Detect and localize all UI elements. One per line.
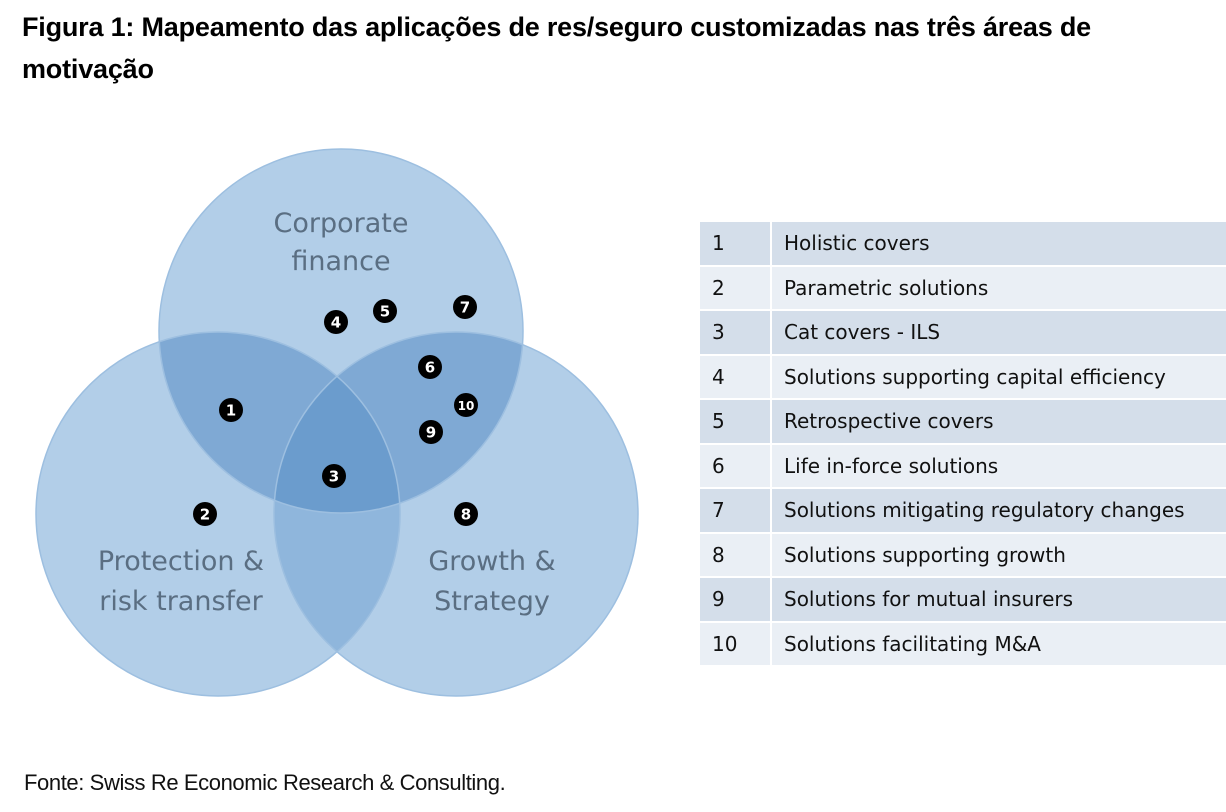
label-growth-line1: Growth & (428, 546, 555, 577)
legend-number: 8 (700, 533, 772, 576)
svg-text:4: 4 (331, 314, 341, 332)
marker-7: 7 (453, 295, 477, 319)
legend-label: Solutions for mutual insurers (784, 587, 1074, 612)
legend-label: Cat covers - ILS (784, 320, 941, 345)
label-corporate-finance-line1: Corporate (274, 208, 409, 239)
legend-number: 3 (700, 311, 772, 354)
legend-row: 6 Life in-force solutions (700, 444, 1226, 489)
marker-8: 8 (454, 502, 478, 526)
svg-text:9: 9 (426, 424, 436, 442)
marker-9: 9 (419, 420, 443, 444)
legend-label: Solutions supporting capital efficiency (784, 364, 1166, 389)
legend-label: Solutions mitigating regulatory changes (784, 498, 1185, 523)
legend-label: Parametric solutions (784, 275, 989, 300)
legend-number: 6 (700, 444, 772, 487)
svg-text:6: 6 (425, 359, 435, 377)
label-corporate-finance-line2: finance (291, 246, 390, 277)
legend-header-row (700, 178, 1226, 222)
marker-5: 5 (373, 299, 397, 323)
legend-number: 1 (700, 222, 772, 265)
marker-4: 4 (324, 310, 348, 334)
legend-number: 4 (700, 355, 772, 398)
label-growth-line2: Strategy (434, 586, 550, 617)
legend-label: Life in-force solutions (784, 453, 999, 478)
svg-text:1: 1 (226, 402, 236, 420)
svg-text:5: 5 (380, 303, 390, 321)
venn-diagram: Corporate finance Protection & risk tran… (35, 148, 639, 697)
legend-row: 5 Retrospective covers (700, 400, 1226, 445)
marker-2: 2 (193, 502, 217, 526)
legend-label: Retrospective covers (784, 409, 994, 434)
legend-label: Holistic covers (784, 231, 930, 256)
marker-10: 10 (454, 393, 478, 417)
legend-label: Solutions supporting growth (784, 542, 1066, 567)
legend-number: 7 (700, 489, 772, 532)
legend-row: 2 Parametric solutions (700, 266, 1226, 311)
marker-3: 3 (322, 464, 346, 488)
legend-row: 8 Solutions supporting growth (700, 533, 1226, 578)
legend-row: 1 Holistic covers (700, 222, 1226, 267)
source-note: Fonte: Swiss Re Economic Research & Cons… (24, 770, 506, 795)
svg-text:8: 8 (461, 506, 471, 524)
legend-table: 1 Holistic covers 2 Parametric solutions… (700, 178, 1226, 667)
marker-6: 6 (418, 355, 442, 379)
legend-row: 9 Solutions for mutual insurers (700, 578, 1226, 623)
legend-number: 2 (700, 266, 772, 309)
legend-row: 4 Solutions supporting capital efficienc… (700, 355, 1226, 400)
legend-row: 7 Solutions mitigating regulatory change… (700, 489, 1226, 534)
legend-row: 3 Cat covers - ILS (700, 311, 1226, 356)
svg-text:2: 2 (200, 506, 210, 524)
svg-text:10: 10 (458, 399, 475, 413)
legend-number: 9 (700, 578, 772, 621)
overlap-center (274, 332, 400, 513)
svg-text:3: 3 (329, 468, 339, 486)
legend-row: 10 Solutions facilitating M&A (700, 622, 1226, 667)
marker-1: 1 (219, 398, 243, 422)
label-protection-line1: Protection & (98, 546, 264, 577)
legend-number: 5 (700, 400, 772, 443)
legend-number: 10 (700, 622, 772, 665)
figure-title: Figura 1: Mapeamento das aplicações de r… (22, 12, 1091, 84)
label-protection-line2: risk transfer (99, 586, 263, 617)
legend-label: Solutions facilitating M&A (784, 631, 1041, 656)
svg-text:7: 7 (460, 299, 470, 317)
